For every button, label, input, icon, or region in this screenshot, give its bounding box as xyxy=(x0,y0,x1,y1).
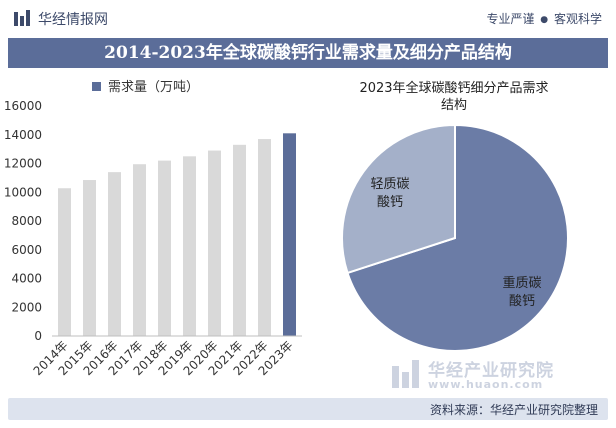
y-tick-label: 0 xyxy=(34,329,42,343)
slice-label-light-line2: 酸钙 xyxy=(377,195,403,210)
pie-slice-1 xyxy=(341,123,456,275)
y-axis: 0 2000 4000 6000 8000 10000 12000 14000 16000 xyxy=(4,99,42,343)
bars xyxy=(58,133,296,336)
y-tick-label: 4000 xyxy=(11,272,42,286)
slice-label-heavy-line2: 酸钙 xyxy=(509,294,535,309)
legend-swatch xyxy=(92,82,101,91)
y-tick-label: 8000 xyxy=(11,214,42,228)
pie-title-line2: 结构 xyxy=(441,98,467,113)
y-tick-label: 14000 xyxy=(4,128,42,142)
watermark-url: www.huaon.com xyxy=(428,378,544,391)
pie-title-line1: 2023年全球碳酸钙细分产品需求 xyxy=(359,80,548,96)
top-bar: 华经情报网 专业严谨 ● 客观科学 xyxy=(0,0,616,36)
watermark: 华经产业研究院 www.huaon.com xyxy=(392,356,592,396)
slice-label-light-line1: 轻质碳 xyxy=(370,177,409,192)
pie-slice-0 xyxy=(346,123,569,352)
chart-title: 2014-2023年全球碳酸钙行业需求量及细分产品结构 xyxy=(8,38,608,68)
slogan-part2: 客观科学 xyxy=(553,12,602,26)
brand-logo-icon xyxy=(14,10,30,26)
slogan-part1: 专业严谨 xyxy=(486,12,535,26)
pie-chart: 2023年全球碳酸钙细分产品需求 结构 重质碳 酸钙 轻质碳 酸钙 xyxy=(341,80,569,352)
watermark-name: 华经产业研究院 xyxy=(428,361,554,381)
y-tick-label: 2000 xyxy=(11,300,42,314)
slice-label-heavy-line1: 重质碳 xyxy=(502,275,541,291)
y-tick-label: 10000 xyxy=(4,185,42,199)
y-tick-label: 16000 xyxy=(4,99,42,113)
bar-2016年 xyxy=(108,172,121,336)
slogan-separator: ● xyxy=(540,15,549,25)
watermark-logo-icon xyxy=(392,360,419,388)
pie-slices xyxy=(341,123,569,352)
bar-2023年 xyxy=(283,133,296,336)
brand-name: 华经情报网 xyxy=(38,12,108,28)
bar-2019年 xyxy=(183,156,196,336)
bar-2014年 xyxy=(58,188,71,336)
y-tick-label: 6000 xyxy=(11,243,42,257)
bar-2017年 xyxy=(133,164,146,336)
y-tick-label: 12000 xyxy=(4,157,42,171)
bar-2020年 xyxy=(208,150,221,336)
bar-2021年 xyxy=(233,144,246,336)
source-text: 资料来源：华经产业研究院整理 xyxy=(429,403,598,417)
bar-2018年 xyxy=(158,160,171,336)
x-axis: 2014年2015年2016年2017年2018年2019年2020年2021年… xyxy=(31,335,302,378)
bar-2022年 xyxy=(258,139,271,336)
bar-chart: 需求量（万吨） 0 2000 4000 6000 8000 10000 12000 14000… xyxy=(4,80,302,378)
legend-label: 需求量（万吨） xyxy=(108,80,199,95)
bar-2015年 xyxy=(83,180,96,336)
source-footer: 资料来源：华经产业研究院整理 xyxy=(8,398,608,420)
slogan: 专业严谨 ● 客观科学 xyxy=(486,10,602,27)
